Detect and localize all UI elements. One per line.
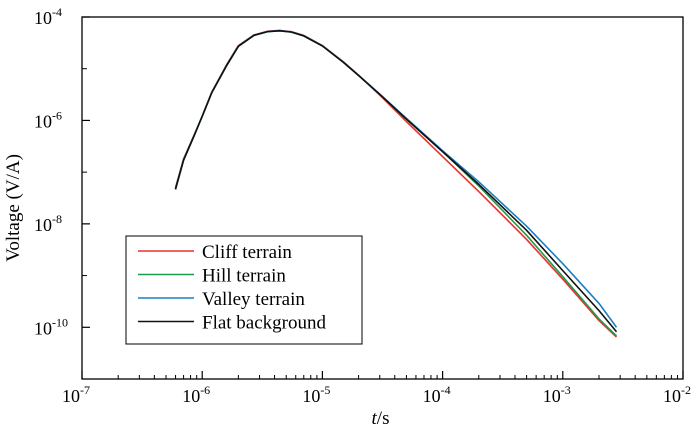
x-tick-label: 10-3 <box>543 383 571 406</box>
x-tick-label: 10-4 <box>423 383 451 406</box>
x-tick-label: 10-7 <box>62 383 90 406</box>
x-axis-title-italic: t <box>372 408 378 429</box>
x-axis-title: t/s <box>372 408 390 429</box>
x-tick-label-base: 10 <box>302 386 320 406</box>
y-tick-label: 10-6 <box>34 108 62 131</box>
y-axis: 10-410-610-810-10 <box>34 5 90 380</box>
y-tick-label-base: 10 <box>34 215 52 235</box>
x-axis-title-unit: /s <box>377 408 390 429</box>
x-tick-label-base: 10 <box>543 386 561 406</box>
x-tick-label-exponent: -4 <box>441 383 451 397</box>
y-tick-label: 10-4 <box>34 5 62 28</box>
legend-label: Flat background <box>202 313 327 334</box>
x-tick-label: 10-2 <box>663 383 691 406</box>
x-tick-label-base: 10 <box>423 386 441 406</box>
y-axis-title: Voltage (V/A) <box>3 154 24 262</box>
plot-border <box>81 16 684 380</box>
series-line-flat-background <box>174 29 618 333</box>
x-tick-label-base: 10 <box>182 386 200 406</box>
x-tick-label-exponent: -2 <box>681 383 691 397</box>
x-tick-label-exponent: -6 <box>200 383 210 397</box>
legend-label: Hill terrain <box>202 266 286 287</box>
y-tick-label-exponent: -4 <box>52 5 62 19</box>
x-tick-label: 10-6 <box>182 383 210 406</box>
legend-label: Valley terrain <box>202 289 305 310</box>
x-axis: 10-7 10-6 10-5 10-4 10-3 10-2 <box>62 371 691 406</box>
x-tick-label-base: 10 <box>62 386 80 406</box>
legend-label: Cliff terrain <box>202 242 292 263</box>
series-layer <box>174 29 618 338</box>
y-tick-label: 10-8 <box>34 212 62 235</box>
y-tick-label-exponent: -8 <box>52 212 62 226</box>
plot-frame <box>81 16 684 380</box>
y-tick-label-base: 10 <box>34 111 52 131</box>
y-tick-label-base: 10 <box>34 8 52 28</box>
y-tick-label-exponent: -6 <box>52 108 62 122</box>
legend-box <box>125 235 363 345</box>
y-tick-label-exponent: -10 <box>52 315 68 329</box>
x-tick-label-exponent: -5 <box>320 383 330 397</box>
y-tick-label-base: 10 <box>34 318 52 338</box>
x-tick-label-exponent: -7 <box>80 383 90 397</box>
x-tick-label-exponent: -3 <box>561 383 571 397</box>
x-tick-label: 10-5 <box>302 383 330 406</box>
x-tick-label-base: 10 <box>663 386 681 406</box>
y-tick-label: 10-10 <box>34 315 68 338</box>
